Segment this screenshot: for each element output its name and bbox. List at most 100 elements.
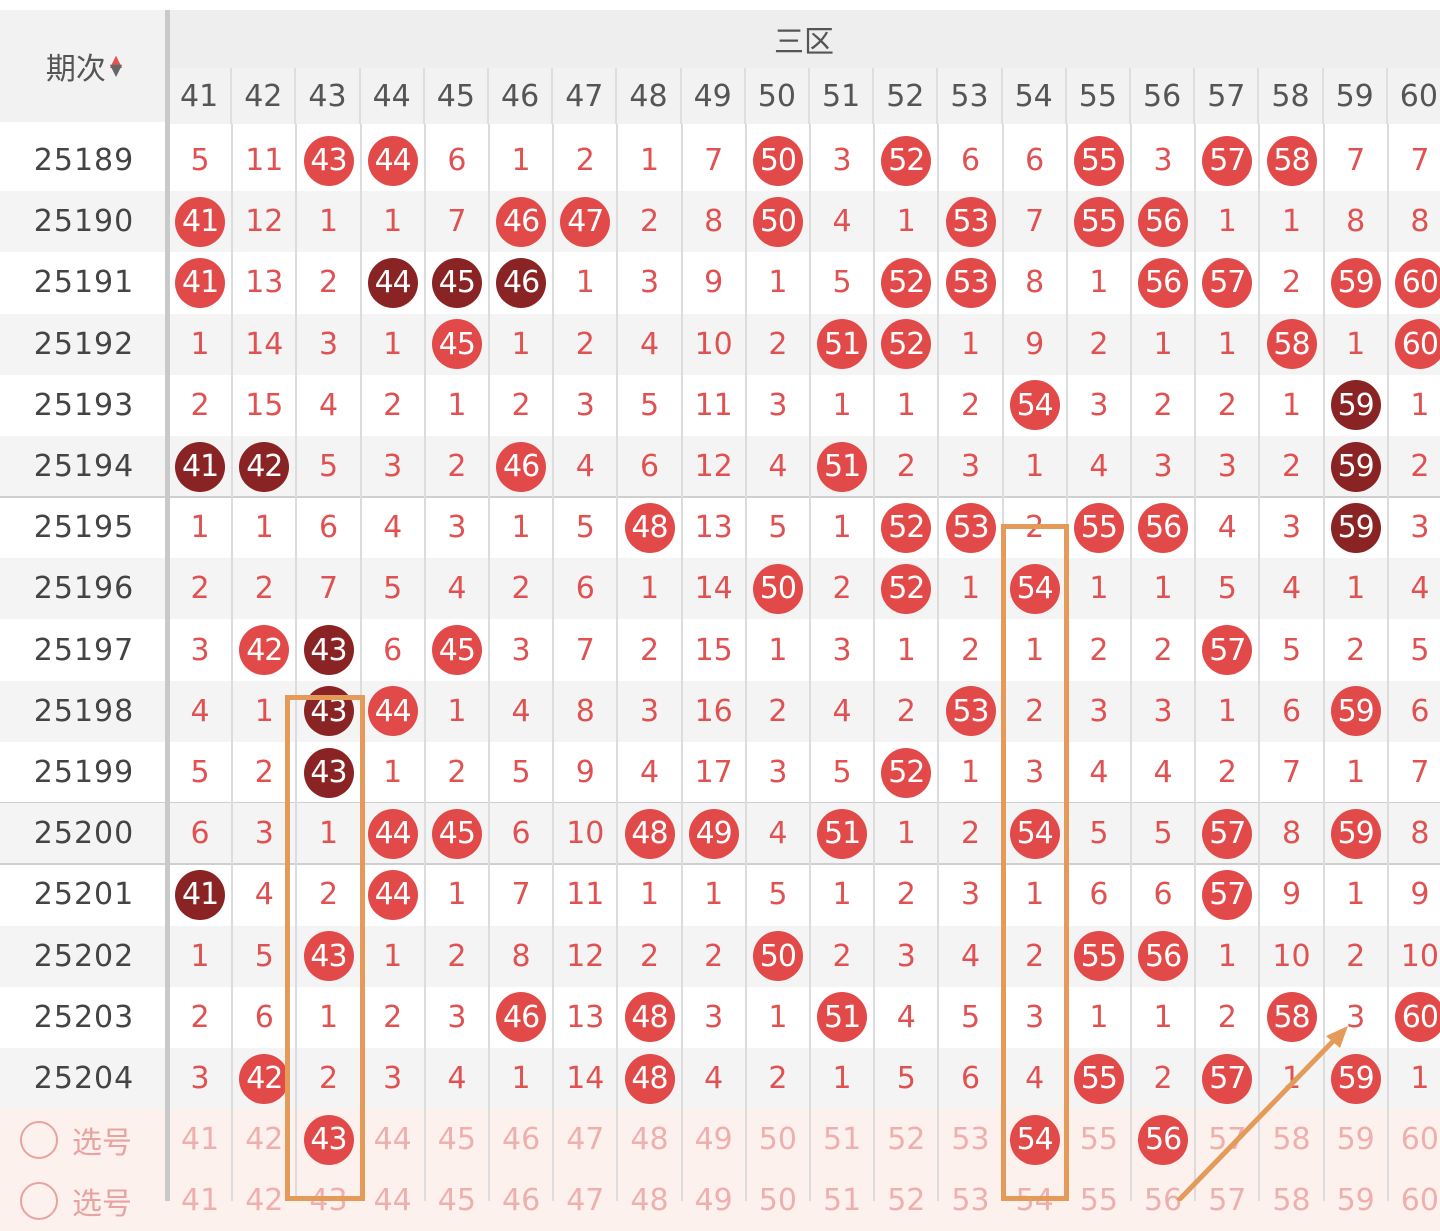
omission-count: 6 [1089, 877, 1109, 913]
omission-count: 1 [383, 938, 403, 974]
omission-count: 1 [832, 387, 852, 423]
omission-count: 3 [383, 1061, 403, 1096]
period-cell: 25201 [33, 877, 135, 913]
omission-count: 10 [1272, 938, 1311, 974]
omission-count: 3 [447, 999, 467, 1035]
pick-number[interactable]: 49 [694, 1122, 733, 1158]
drawn-number-ball: 49 [688, 808, 739, 859]
column-header-55: 55 [1066, 68, 1131, 124]
column-header-47: 47 [553, 68, 618, 124]
omission-count: 2 [511, 387, 531, 423]
zone-header: 三区 [168, 10, 1440, 68]
pick-number[interactable]: 51 [823, 1122, 862, 1158]
omission-count: 1 [254, 510, 274, 546]
pick-number[interactable]: 47 [566, 1122, 605, 1158]
omission-count: 1 [896, 387, 916, 423]
omission-count: 3 [1153, 143, 1173, 178]
column-divider [616, 124, 619, 1201]
omission-count: 10 [566, 816, 605, 852]
omission-count: 4 [1217, 510, 1237, 546]
drawn-number-ball: 59 [1330, 808, 1381, 859]
sort-icon[interactable]: ▲ ▼ [109, 51, 123, 79]
omission-count: 5 [190, 143, 210, 178]
omission-count: 7 [1281, 755, 1302, 790]
period-cell: 25198 [33, 693, 135, 729]
omission-count: 12 [245, 204, 284, 240]
omission-count: 3 [832, 143, 852, 178]
pick-number[interactable]: 41 [181, 1122, 220, 1158]
drawn-number-ball: 52 [881, 135, 932, 186]
omission-count: 5 [383, 571, 403, 607]
omission-count: 3 [1153, 693, 1173, 729]
pick-number[interactable]: 59 [1336, 1122, 1375, 1158]
omission-count: 8 [1281, 816, 1302, 852]
pick-number[interactable]: 50 [758, 1122, 797, 1158]
pick-number[interactable]: 57 [1208, 1122, 1247, 1158]
column-divider [1194, 124, 1197, 1201]
omission-count: 2 [639, 632, 660, 668]
omission-count: 2 [1089, 632, 1109, 668]
column-divider [552, 124, 555, 1201]
omission-count: 2 [704, 938, 724, 974]
omission-count: 5 [575, 510, 595, 546]
omission-count: 7 [511, 877, 531, 913]
pick-number[interactable]: 55 [1079, 1122, 1118, 1158]
omission-count: 1 [960, 755, 981, 790]
omission-count: 4 [447, 1061, 467, 1096]
omission-count: 1 [1410, 1061, 1430, 1096]
omission-count: 4 [1089, 755, 1109, 790]
pick-number[interactable]: 46 [502, 1122, 541, 1158]
period-column-header[interactable]: 期次 ▲ ▼ [0, 10, 168, 122]
pick-number[interactable]: 58 [1272, 1122, 1311, 1158]
drawn-number-ball: 58 [1266, 319, 1317, 370]
pick-number[interactable]: 45 [437, 1122, 476, 1158]
omission-count: 1 [1089, 265, 1109, 301]
drawn-number-ball: 58 [1266, 992, 1317, 1043]
omission-count: 4 [639, 326, 660, 362]
drawn-number-ball: 58 [1266, 135, 1317, 186]
omission-count: 2 [1089, 326, 1109, 362]
pick-number[interactable]: 42 [245, 1122, 284, 1158]
omission-count: 5 [832, 265, 852, 301]
drawn-number-ball: 46 [496, 257, 547, 308]
pick-number[interactable]: 60 [1400, 1122, 1439, 1158]
omission-count: 1 [639, 143, 660, 178]
omission-count: 3 [575, 387, 595, 423]
omission-count: 1 [190, 938, 210, 974]
omission-count: 2 [447, 938, 467, 974]
omission-count: 5 [1281, 632, 1302, 668]
pick-number[interactable]: 53 [951, 1122, 990, 1158]
omission-count: 5 [832, 755, 852, 790]
omission-count: 1 [1281, 204, 1302, 240]
omission-count: 3 [1025, 755, 1045, 790]
drawn-number-ball: 46 [496, 441, 547, 492]
omission-count: 1 [511, 510, 531, 546]
omission-count: 7 [447, 204, 467, 240]
pick-number[interactable]: 44 [373, 1122, 412, 1158]
drawn-number-ball: 43 [303, 931, 354, 982]
drawn-number-ball: 57 [1202, 625, 1253, 676]
pick-number[interactable]: 52 [887, 1122, 926, 1158]
omission-count: 2 [1281, 265, 1302, 301]
omission-count: 1 [511, 1061, 531, 1096]
omission-count: 5 [1410, 632, 1430, 668]
omission-count: 4 [1089, 449, 1109, 484]
selected-number-ball[interactable]: 54 [1009, 1114, 1060, 1165]
omission-count: 2 [1153, 1061, 1173, 1096]
radio-icon[interactable] [20, 1120, 58, 1159]
omission-count: 1 [768, 999, 788, 1035]
omission-count: 7 [1410, 755, 1430, 790]
pick-row-selector[interactable]: 选号 [20, 1109, 168, 1170]
drawn-number-ball: 41 [175, 196, 226, 247]
selected-number-ball[interactable]: 56 [1138, 1114, 1189, 1165]
drawn-number-ball: 59 [1330, 441, 1381, 492]
column-header-46: 46 [489, 68, 554, 124]
pick-number[interactable]: 48 [630, 1122, 669, 1158]
selected-number-ball[interactable]: 43 [303, 1114, 354, 1165]
omission-count: 1 [1410, 387, 1430, 423]
drawn-number-ball: 42 [239, 441, 290, 492]
drawn-number-ball: 55 [1073, 196, 1124, 247]
omission-count: 1 [1025, 632, 1045, 668]
omission-count: 1 [704, 877, 724, 913]
omission-count: 6 [1025, 143, 1045, 178]
